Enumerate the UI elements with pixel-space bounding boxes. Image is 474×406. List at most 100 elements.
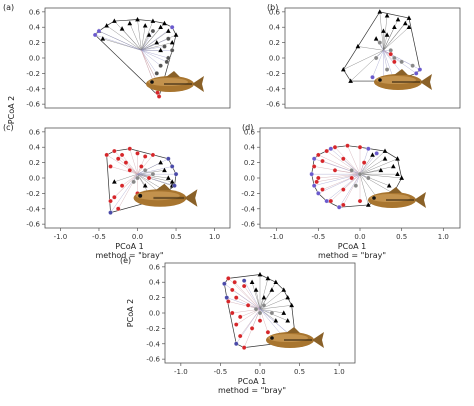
data-point-triangle xyxy=(158,47,163,53)
data-point-circle xyxy=(224,295,229,300)
spider-line xyxy=(243,285,261,310)
spider-line xyxy=(129,148,138,175)
spider-line xyxy=(137,173,175,186)
spider-line xyxy=(234,282,261,310)
data-point-circle xyxy=(324,198,329,204)
y-tick-label: -0.6 xyxy=(146,356,160,364)
data-point-circle xyxy=(417,67,423,72)
data-point-circle xyxy=(311,164,317,169)
spider-line xyxy=(350,50,384,82)
panel-b: (b)0.6 0.4 0.2 0.0 -0.2 -0.4 -0.6 xyxy=(266,3,461,109)
data-point-triangle xyxy=(169,40,175,45)
data-point-circle xyxy=(241,278,247,283)
y-tick-label: 0.2 xyxy=(29,159,40,167)
data-point-circle xyxy=(320,158,325,164)
y-tick-label: -0.2 xyxy=(146,325,160,333)
y-tick-label: 0.4 xyxy=(149,279,161,287)
data-point-circle xyxy=(357,144,363,150)
data-point-circle xyxy=(230,287,235,293)
spider-line xyxy=(141,50,169,59)
spider-line xyxy=(343,174,361,206)
data-point-circle xyxy=(150,171,156,177)
data-point-circle xyxy=(173,171,179,177)
spider-line xyxy=(359,166,394,175)
x-axis-label: PCoA 1 xyxy=(238,377,266,386)
data-point-circle xyxy=(328,146,334,152)
data-point-triangle xyxy=(382,156,388,161)
spider-line xyxy=(259,297,265,310)
data-point-circle xyxy=(370,74,375,80)
spider-line xyxy=(236,308,261,325)
data-point-circle xyxy=(332,168,338,173)
x-axis-label: PCoA 1 xyxy=(338,242,366,251)
data-point-circle xyxy=(373,55,379,61)
spider-line xyxy=(359,170,381,175)
data-point-triangle xyxy=(154,40,160,45)
data-point-circle xyxy=(158,63,163,68)
data-point-circle xyxy=(150,28,156,34)
data-point-circle xyxy=(142,154,148,159)
y-tick-label: -0.2 xyxy=(266,70,280,78)
data-point-triangle xyxy=(384,32,390,37)
spider-line xyxy=(379,11,384,51)
data-point-triangle xyxy=(355,43,361,49)
spider-line xyxy=(357,46,384,51)
data-point-circle xyxy=(237,333,243,339)
data-point-circle xyxy=(135,151,140,156)
fish-icon xyxy=(374,69,432,90)
spider-line xyxy=(118,158,138,175)
spider-line xyxy=(137,154,154,175)
data-point-triangle xyxy=(384,13,390,18)
spider-line xyxy=(383,27,395,51)
data-point-circle xyxy=(309,171,314,177)
data-point-circle xyxy=(392,55,397,61)
spider-line xyxy=(121,173,138,186)
data-point-circle xyxy=(257,318,263,323)
y-tick-label: 0.2 xyxy=(244,159,255,167)
data-point-circle xyxy=(311,183,317,188)
data-point-circle xyxy=(377,40,383,45)
data-point-triangle xyxy=(169,179,175,184)
spider-line xyxy=(141,46,165,51)
data-point-circle xyxy=(226,276,231,281)
data-point-circle xyxy=(245,303,251,308)
y-tick-label: -0.2 xyxy=(241,190,255,198)
panel-label: (b) xyxy=(267,3,278,12)
data-point-triangle xyxy=(135,16,140,22)
data-point-triangle xyxy=(112,18,117,23)
data-point-circle xyxy=(226,299,231,304)
spider-line xyxy=(383,50,388,70)
data-point-circle xyxy=(135,175,140,181)
data-point-triangle xyxy=(285,318,291,323)
spider-line xyxy=(359,153,377,175)
x-tick-label: 0.5 xyxy=(396,233,407,241)
data-point-circle xyxy=(164,59,170,65)
data-point-triangle xyxy=(365,202,371,207)
data-point-circle xyxy=(150,152,156,158)
data-point-circle xyxy=(166,55,171,61)
spider-line xyxy=(137,19,142,51)
panel-a: (a) 0.6 0.4 0.2 0.0 -0.2 -0.4 -0.6 xyxy=(3,3,231,109)
y-tick-label: 0.4 xyxy=(29,24,41,32)
spider-line xyxy=(359,154,373,175)
data-point-circle xyxy=(112,194,117,200)
data-point-circle xyxy=(241,345,247,350)
spider-line xyxy=(347,145,361,175)
data-point-circle xyxy=(139,164,144,169)
data-point-circle xyxy=(154,71,160,76)
data-point-circle xyxy=(261,303,267,308)
spider-line xyxy=(114,173,138,183)
spider-line xyxy=(224,283,261,310)
y-tick-label: 0.6 xyxy=(149,263,161,271)
data-point-triangle xyxy=(285,295,291,300)
data-point-triangle xyxy=(378,167,384,173)
x-tick-label: -1.0 xyxy=(54,233,68,241)
spider-line xyxy=(383,50,395,63)
spider-line xyxy=(359,173,394,194)
spider-line xyxy=(359,150,386,175)
data-point-circle xyxy=(361,160,367,165)
y-tick-label: -0.4 xyxy=(266,85,280,93)
data-point-triangle xyxy=(142,23,148,28)
data-point-circle xyxy=(388,48,393,53)
spider-line xyxy=(121,154,138,175)
